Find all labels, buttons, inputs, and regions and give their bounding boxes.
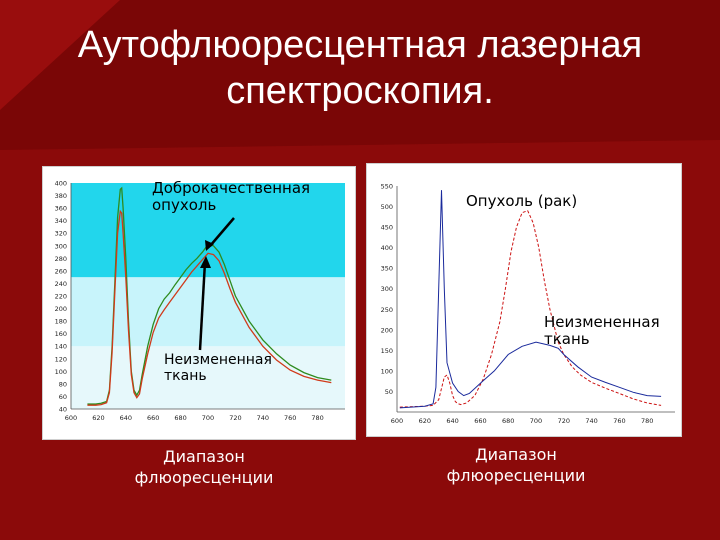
y-tick-label: 200 xyxy=(55,305,67,313)
spectrum-chart-cancer: 50 100 150 200 250 300 350 400 450 500 550 600 620 64… xyxy=(381,183,675,425)
x-tick-label: 780 xyxy=(641,417,653,425)
annotation-cancer-tumor: Опухоль (рак) xyxy=(466,192,578,210)
y-tick-label: 250 xyxy=(381,306,393,314)
x-tick-label: 700 xyxy=(202,414,214,422)
y-tick-label: 100 xyxy=(381,367,393,375)
spectrum-chart-benign: 40 60 80 100 120 140 160 180 200 220 240 260 280 300 3… xyxy=(55,180,345,422)
y-tick-label: 240 xyxy=(55,280,67,288)
y-tick-label: 380 xyxy=(55,192,67,200)
annotation-benign-tumor: Доброкачественная опухоль xyxy=(152,179,311,214)
y-tick-label: 550 xyxy=(381,183,393,191)
y-tick-label: 60 xyxy=(59,393,67,401)
x-tick-label: 680 xyxy=(174,414,186,422)
arrow-benign-tumor xyxy=(209,217,235,247)
y-tick-label: 300 xyxy=(381,285,393,293)
y-tick-label: 160 xyxy=(55,330,67,338)
y-tick-label: 280 xyxy=(55,255,67,263)
x-tick-label: 660 xyxy=(147,414,159,422)
y-tick-label: 200 xyxy=(381,326,393,334)
x-tick-label: 740 xyxy=(257,414,269,422)
y-tick-label: 340 xyxy=(55,217,67,225)
y-tick-label: 80 xyxy=(59,380,67,388)
y-tick-label: 100 xyxy=(55,368,67,376)
annotation-normal-tissue-right: Неизмененная ткань xyxy=(544,313,660,348)
y-tick-label: 300 xyxy=(55,242,67,250)
series-line-1 xyxy=(399,190,662,409)
title-line-1: Аутофлюоресцентная лазерная xyxy=(77,24,643,66)
x-axis-caption-left: Диапазон флюоресценции xyxy=(134,447,274,487)
y-tick-label: 320 xyxy=(55,230,67,238)
series-line-0 xyxy=(87,186,332,405)
series-line-1 xyxy=(87,209,332,406)
y-tick-label: 500 xyxy=(381,203,393,211)
plot-band xyxy=(71,346,345,409)
chart-panel-benign: 40 60 80 100 120 140 160 180 200 220 240 260 280 300 3… xyxy=(42,166,356,440)
x-tick-label: 680 xyxy=(502,417,514,425)
series-line-0 xyxy=(399,210,662,408)
x-axis-caption-right: Диапазон флюоресценции xyxy=(446,445,586,485)
plot-band xyxy=(71,277,345,347)
x-tick-label: 620 xyxy=(419,417,431,425)
slide-title: Аутофлюоресцентная лазерная спектроскопи… xyxy=(40,22,680,114)
x-tick-label: 640 xyxy=(446,417,458,425)
arrow-normal-tissue xyxy=(198,261,207,351)
y-tick-label: 450 xyxy=(381,224,393,232)
arrowhead-normal-tissue xyxy=(200,256,211,268)
y-tick-label: 360 xyxy=(55,205,67,213)
title-line-2: спектроскопия. xyxy=(226,70,494,112)
y-tick-label: 40 xyxy=(59,406,67,414)
y-tick-label: 400 xyxy=(55,180,67,188)
y-tick-label: 50 xyxy=(385,388,393,396)
y-tick-label: 140 xyxy=(55,343,67,351)
y-tick-label: 150 xyxy=(381,347,393,355)
y-tick-label: 120 xyxy=(55,355,67,363)
y-tick-label: 350 xyxy=(381,265,393,273)
chart-panel-cancer: 50 100 150 200 250 300 350 400 450 500 550 600 620 64… xyxy=(366,163,682,437)
x-tick-label: 740 xyxy=(585,417,597,425)
x-tick-label: 720 xyxy=(558,417,570,425)
x-tick-label: 760 xyxy=(284,414,296,422)
x-tick-label: 760 xyxy=(613,417,625,425)
x-tick-label: 780 xyxy=(311,414,323,422)
x-tick-label: 600 xyxy=(65,414,77,422)
x-tick-label: 700 xyxy=(530,417,542,425)
x-tick-label: 660 xyxy=(474,417,486,425)
annotation-normal-tissue-left: Неизмененная ткань xyxy=(164,352,272,384)
x-tick-label: 620 xyxy=(92,414,104,422)
x-tick-label: 640 xyxy=(120,414,132,422)
y-tick-label: 220 xyxy=(55,293,67,301)
arrowhead-benign-tumor xyxy=(205,240,214,251)
y-tick-label: 180 xyxy=(55,318,67,326)
y-tick-label: 400 xyxy=(381,244,393,252)
x-tick-label: 720 xyxy=(229,414,241,422)
y-tick-label: 260 xyxy=(55,267,67,275)
x-tick-label: 600 xyxy=(391,417,403,425)
